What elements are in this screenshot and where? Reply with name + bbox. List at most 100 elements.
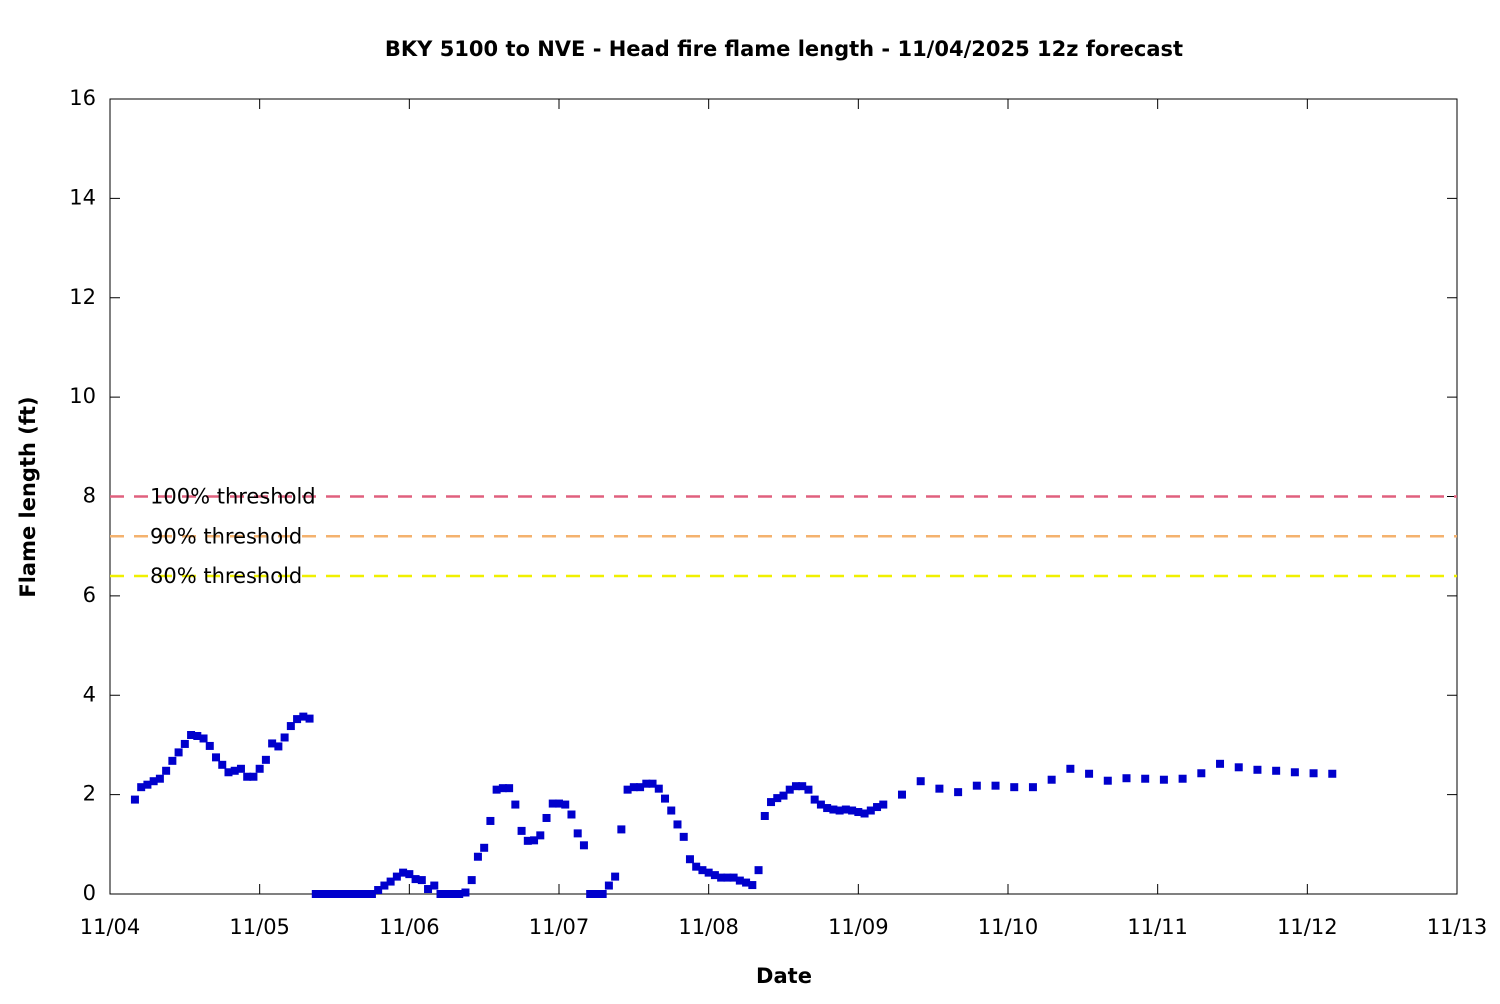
point bbox=[212, 753, 221, 762]
point bbox=[866, 806, 875, 815]
point bbox=[187, 731, 196, 739]
point bbox=[542, 813, 551, 822]
point bbox=[567, 810, 576, 819]
point bbox=[860, 809, 869, 818]
point bbox=[592, 890, 601, 898]
point bbox=[1047, 775, 1056, 784]
point bbox=[767, 798, 776, 807]
threshold-label: 100% threshold bbox=[150, 485, 316, 509]
point bbox=[1216, 759, 1225, 768]
point bbox=[935, 784, 944, 793]
point bbox=[848, 806, 857, 815]
point bbox=[467, 876, 476, 885]
point bbox=[424, 885, 433, 894]
threshold-label: 80% threshold bbox=[150, 564, 302, 588]
point bbox=[436, 890, 445, 898]
point bbox=[193, 731, 202, 740]
point bbox=[629, 783, 638, 792]
point bbox=[349, 890, 358, 898]
point bbox=[492, 785, 501, 794]
point bbox=[205, 741, 214, 750]
point bbox=[636, 783, 645, 792]
point bbox=[1066, 764, 1075, 773]
point bbox=[130, 795, 139, 804]
point bbox=[455, 890, 464, 898]
point bbox=[243, 772, 252, 781]
point bbox=[873, 803, 882, 812]
point bbox=[1159, 775, 1168, 784]
point bbox=[336, 890, 345, 898]
y-tick-label: 0 bbox=[83, 881, 96, 905]
x-tick-label: 11/13 bbox=[1427, 915, 1488, 939]
point bbox=[299, 712, 308, 721]
point bbox=[261, 755, 270, 764]
point bbox=[199, 734, 208, 743]
point bbox=[1122, 774, 1131, 783]
point bbox=[330, 890, 339, 898]
point bbox=[318, 890, 327, 898]
point bbox=[367, 890, 376, 898]
x-axis-label: Date bbox=[756, 964, 812, 988]
point bbox=[448, 890, 457, 898]
point bbox=[729, 873, 738, 882]
point bbox=[748, 881, 757, 890]
point bbox=[149, 777, 158, 786]
point bbox=[1309, 769, 1318, 778]
point bbox=[742, 878, 751, 887]
point bbox=[517, 826, 526, 835]
point bbox=[723, 873, 732, 882]
point bbox=[255, 764, 264, 773]
point bbox=[773, 794, 782, 803]
point bbox=[829, 805, 838, 814]
point bbox=[1178, 774, 1187, 783]
point bbox=[1253, 765, 1262, 774]
point bbox=[692, 862, 701, 871]
point bbox=[286, 722, 295, 731]
point bbox=[698, 866, 707, 875]
point bbox=[611, 872, 620, 881]
point bbox=[604, 881, 613, 890]
point bbox=[530, 836, 539, 845]
point bbox=[1290, 768, 1299, 777]
point bbox=[280, 733, 289, 742]
point bbox=[268, 739, 277, 748]
point bbox=[218, 760, 227, 769]
point bbox=[311, 890, 320, 898]
point bbox=[835, 806, 844, 815]
point bbox=[785, 785, 794, 794]
point bbox=[710, 871, 719, 880]
point bbox=[1028, 783, 1037, 792]
point bbox=[954, 788, 963, 797]
point bbox=[1328, 769, 1337, 778]
point bbox=[1272, 766, 1281, 775]
point bbox=[498, 784, 507, 793]
point bbox=[442, 890, 451, 898]
point bbox=[1141, 774, 1150, 783]
point bbox=[380, 881, 389, 890]
point bbox=[654, 784, 663, 793]
x-tick-label: 11/08 bbox=[678, 915, 739, 939]
point bbox=[174, 748, 183, 757]
point bbox=[342, 890, 351, 898]
point bbox=[679, 832, 688, 841]
x-tick-label: 11/07 bbox=[529, 915, 590, 939]
y-tick-label: 10 bbox=[69, 384, 96, 408]
point bbox=[623, 785, 632, 794]
point bbox=[673, 820, 682, 829]
x-tick-label: 11/10 bbox=[978, 915, 1039, 939]
point bbox=[816, 800, 825, 809]
point bbox=[168, 756, 177, 765]
point bbox=[143, 780, 152, 789]
y-tick-label: 8 bbox=[83, 484, 96, 508]
x-tick-label: 11/11 bbox=[1127, 915, 1188, 939]
point bbox=[355, 890, 364, 898]
point bbox=[1103, 776, 1112, 785]
point bbox=[841, 805, 850, 814]
point bbox=[760, 811, 769, 820]
point bbox=[505, 784, 514, 793]
y-tick-label: 12 bbox=[69, 285, 96, 309]
point bbox=[879, 800, 888, 809]
point bbox=[548, 799, 557, 808]
point bbox=[230, 766, 239, 775]
